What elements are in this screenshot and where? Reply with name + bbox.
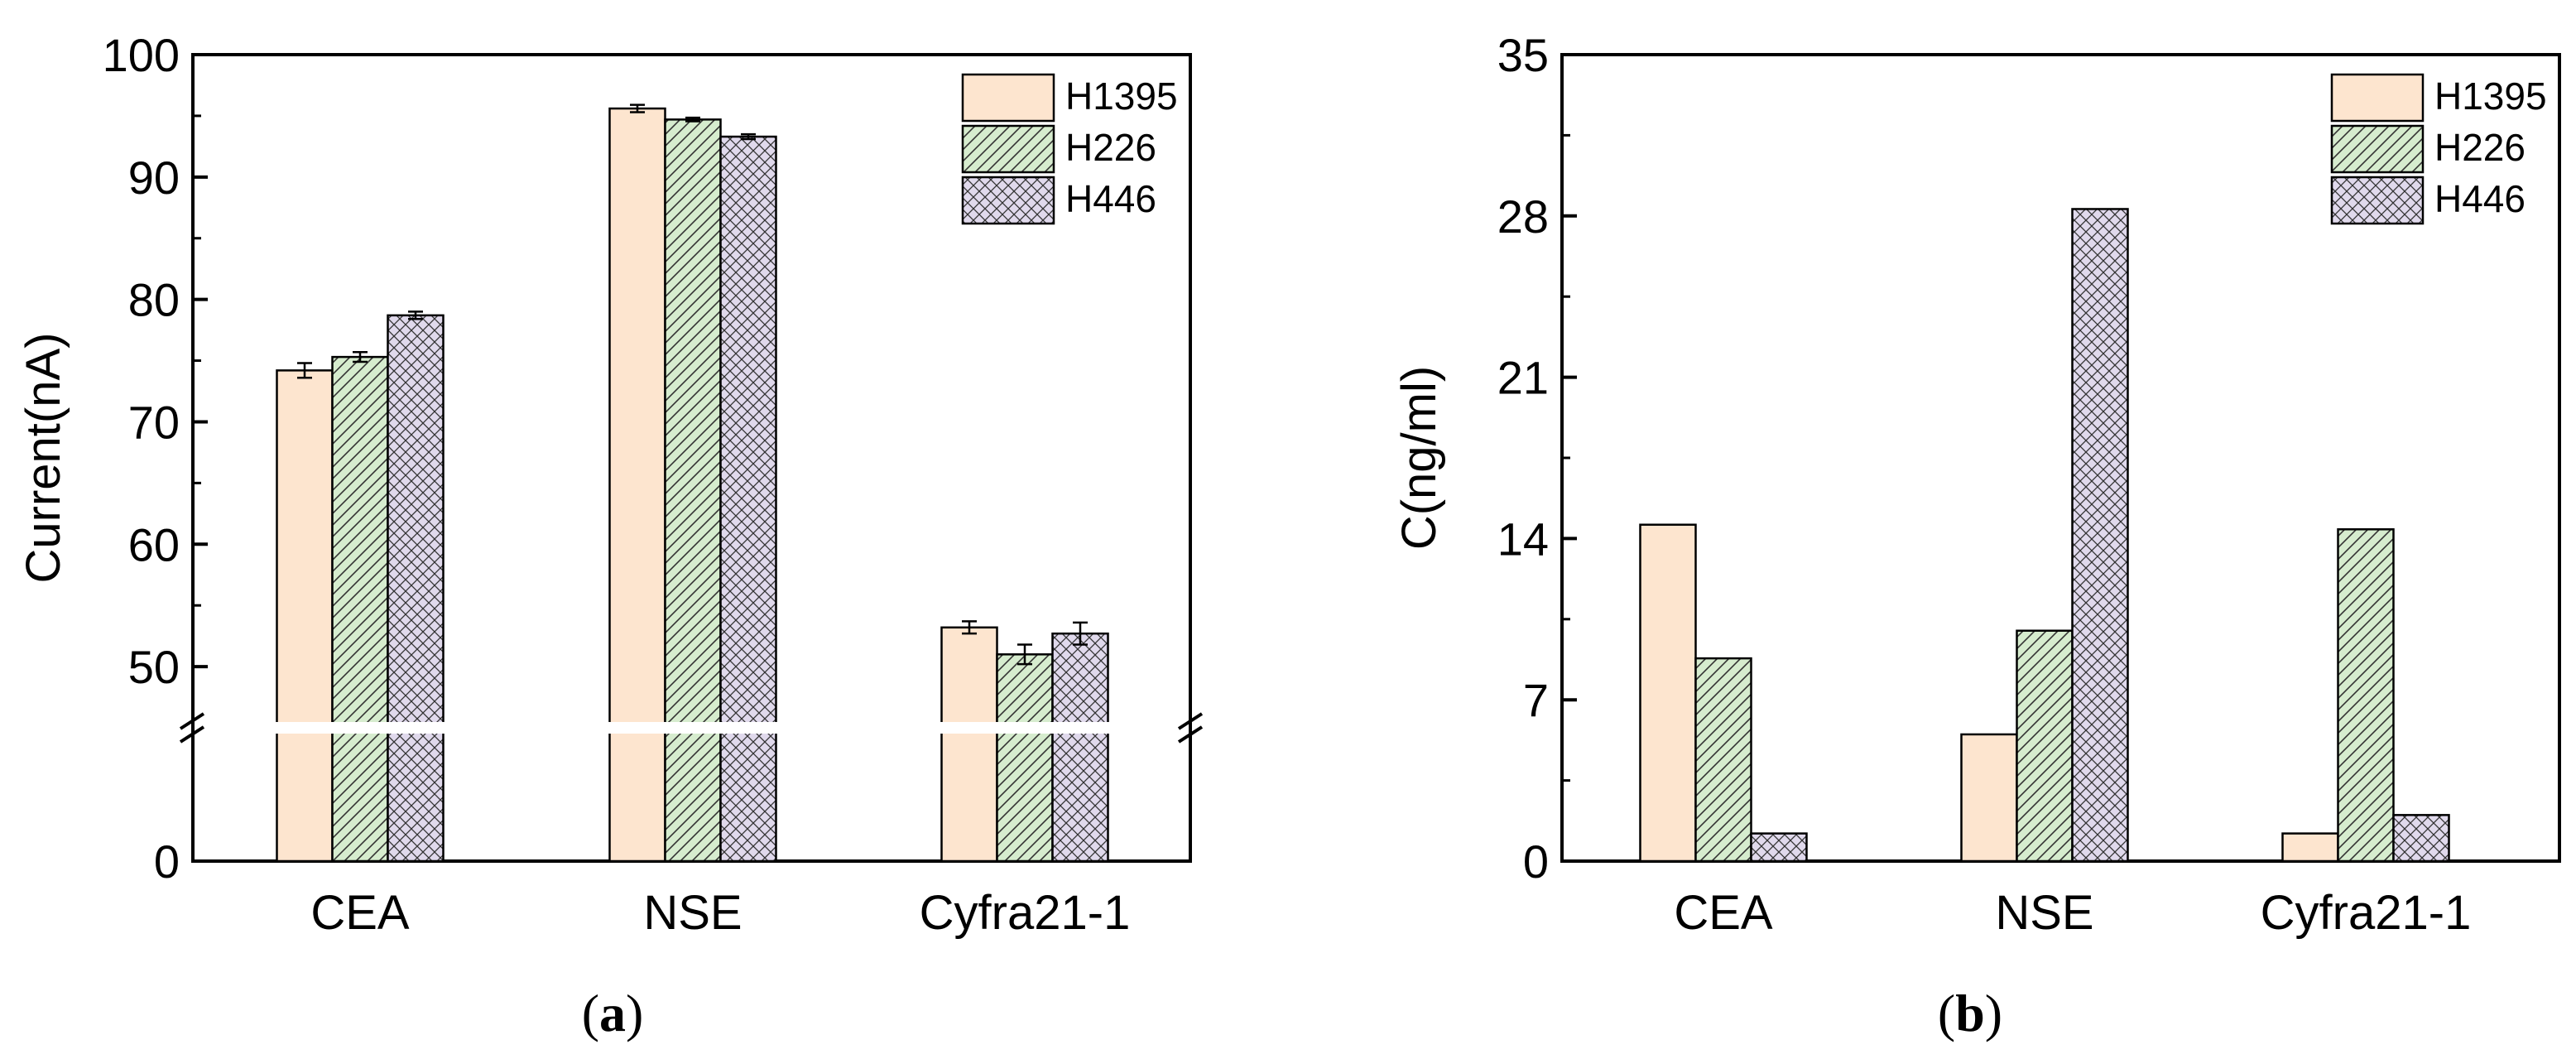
y-tick-label: 0 — [154, 835, 180, 888]
y-tick-label: 90 — [128, 152, 180, 204]
x-tick-label: Cyfra21-1 — [920, 886, 1131, 940]
y-tick-label: 80 — [128, 274, 180, 326]
y-axis-title: C(ng/ml) — [1392, 366, 1446, 550]
bar-h1395-cyfra21-1 — [940, 626, 998, 863]
x-tick-label: NSE — [643, 886, 742, 940]
axis-break-marks — [179, 712, 1204, 744]
bar-h446-cea — [1750, 832, 1808, 863]
y-tick-label: 14 — [1497, 513, 1549, 565]
panel-label-a: (a) — [582, 984, 644, 1042]
legend-swatch-h446 — [961, 176, 1055, 225]
y-tick-label: 28 — [1497, 190, 1549, 243]
bar-h446-cea — [387, 314, 445, 863]
x-tick-label: CEA — [1674, 886, 1773, 940]
bar-h226-cyfra21-1 — [996, 653, 1054, 863]
bar-h446-cyfra21-1 — [1051, 632, 1109, 863]
y-tick-label: 35 — [1497, 29, 1549, 81]
bars — [1639, 208, 2450, 863]
legend-swatch-h1395 — [961, 73, 1055, 123]
panel-a-chart: Current(nA) 0 50 60 70 80 90 100 CEA NSE Cyfra21… — [17, 29, 1204, 1042]
legend-label-h446: H446 — [2434, 177, 2526, 220]
legend-swatch-h446 — [2330, 176, 2425, 225]
y-tick-label: 60 — [128, 518, 180, 570]
bar-h226-cyfra21-1 — [2337, 528, 2395, 863]
panel-label-b: (b) — [1938, 984, 2002, 1042]
x-tick-label: CEA — [310, 886, 410, 940]
y-ticks: 0 50 60 70 80 90 100 — [103, 29, 208, 888]
x-ticks: CEA NSE Cyfra21-1 — [1674, 846, 2471, 940]
bar-h446-nse — [719, 135, 777, 863]
legend-swatch-h226 — [2330, 124, 2425, 174]
legend-label-h446: H446 — [1065, 177, 1156, 220]
legend-label-h226: H226 — [1065, 126, 1156, 169]
bar-h226-cea — [1694, 657, 1752, 863]
bar-h446-cyfra21-1 — [2392, 814, 2450, 863]
panel-b-chart: C(ng/ml) 0 7 14 21 28 35 CEA NSE Cyfra21-1 H139… — [1392, 29, 2561, 1042]
legend: H1395 H226 H446 — [2330, 73, 2547, 225]
y-tick-label: 70 — [128, 396, 180, 448]
legend-swatch-h226 — [961, 124, 1055, 174]
bars — [276, 103, 1109, 863]
bar-h1395-nse — [1960, 733, 2018, 863]
bar-h1395-cea — [1639, 523, 1697, 863]
legend-label-h226: H226 — [2434, 126, 2526, 169]
x-tick-label: NSE — [1995, 886, 2093, 940]
y-ticks: 0 7 14 21 28 35 — [1497, 29, 1577, 888]
y-tick-label: 21 — [1497, 352, 1549, 404]
bar-h226-nse — [2016, 629, 2074, 863]
bar-h446-nse — [2071, 208, 2129, 863]
axis-break-band — [195, 722, 1188, 734]
x-tick-label: Cyfra21-1 — [2261, 886, 2472, 940]
legend-label-h1395: H1395 — [1065, 75, 1178, 118]
x-ticks: CEA NSE Cyfra21-1 — [310, 846, 1130, 940]
y-tick-label: 7 — [1523, 674, 1549, 726]
bar-h226-nse — [664, 118, 722, 863]
legend: H1395 H226 H446 — [961, 73, 1178, 225]
y-tick-label: 50 — [128, 641, 180, 693]
y-axis-title: Current(nA) — [17, 333, 70, 584]
bar-h1395-cea — [276, 369, 334, 863]
legend-swatch-h1395 — [2330, 73, 2425, 123]
bar-h1395-cyfra21-1 — [2281, 832, 2339, 863]
bar-h1395-nse — [608, 107, 666, 863]
y-tick-label: 0 — [1523, 835, 1549, 888]
y-tick-label: 100 — [103, 29, 180, 81]
legend-label-h1395: H1395 — [2434, 75, 2547, 118]
bar-h226-cea — [331, 355, 389, 863]
